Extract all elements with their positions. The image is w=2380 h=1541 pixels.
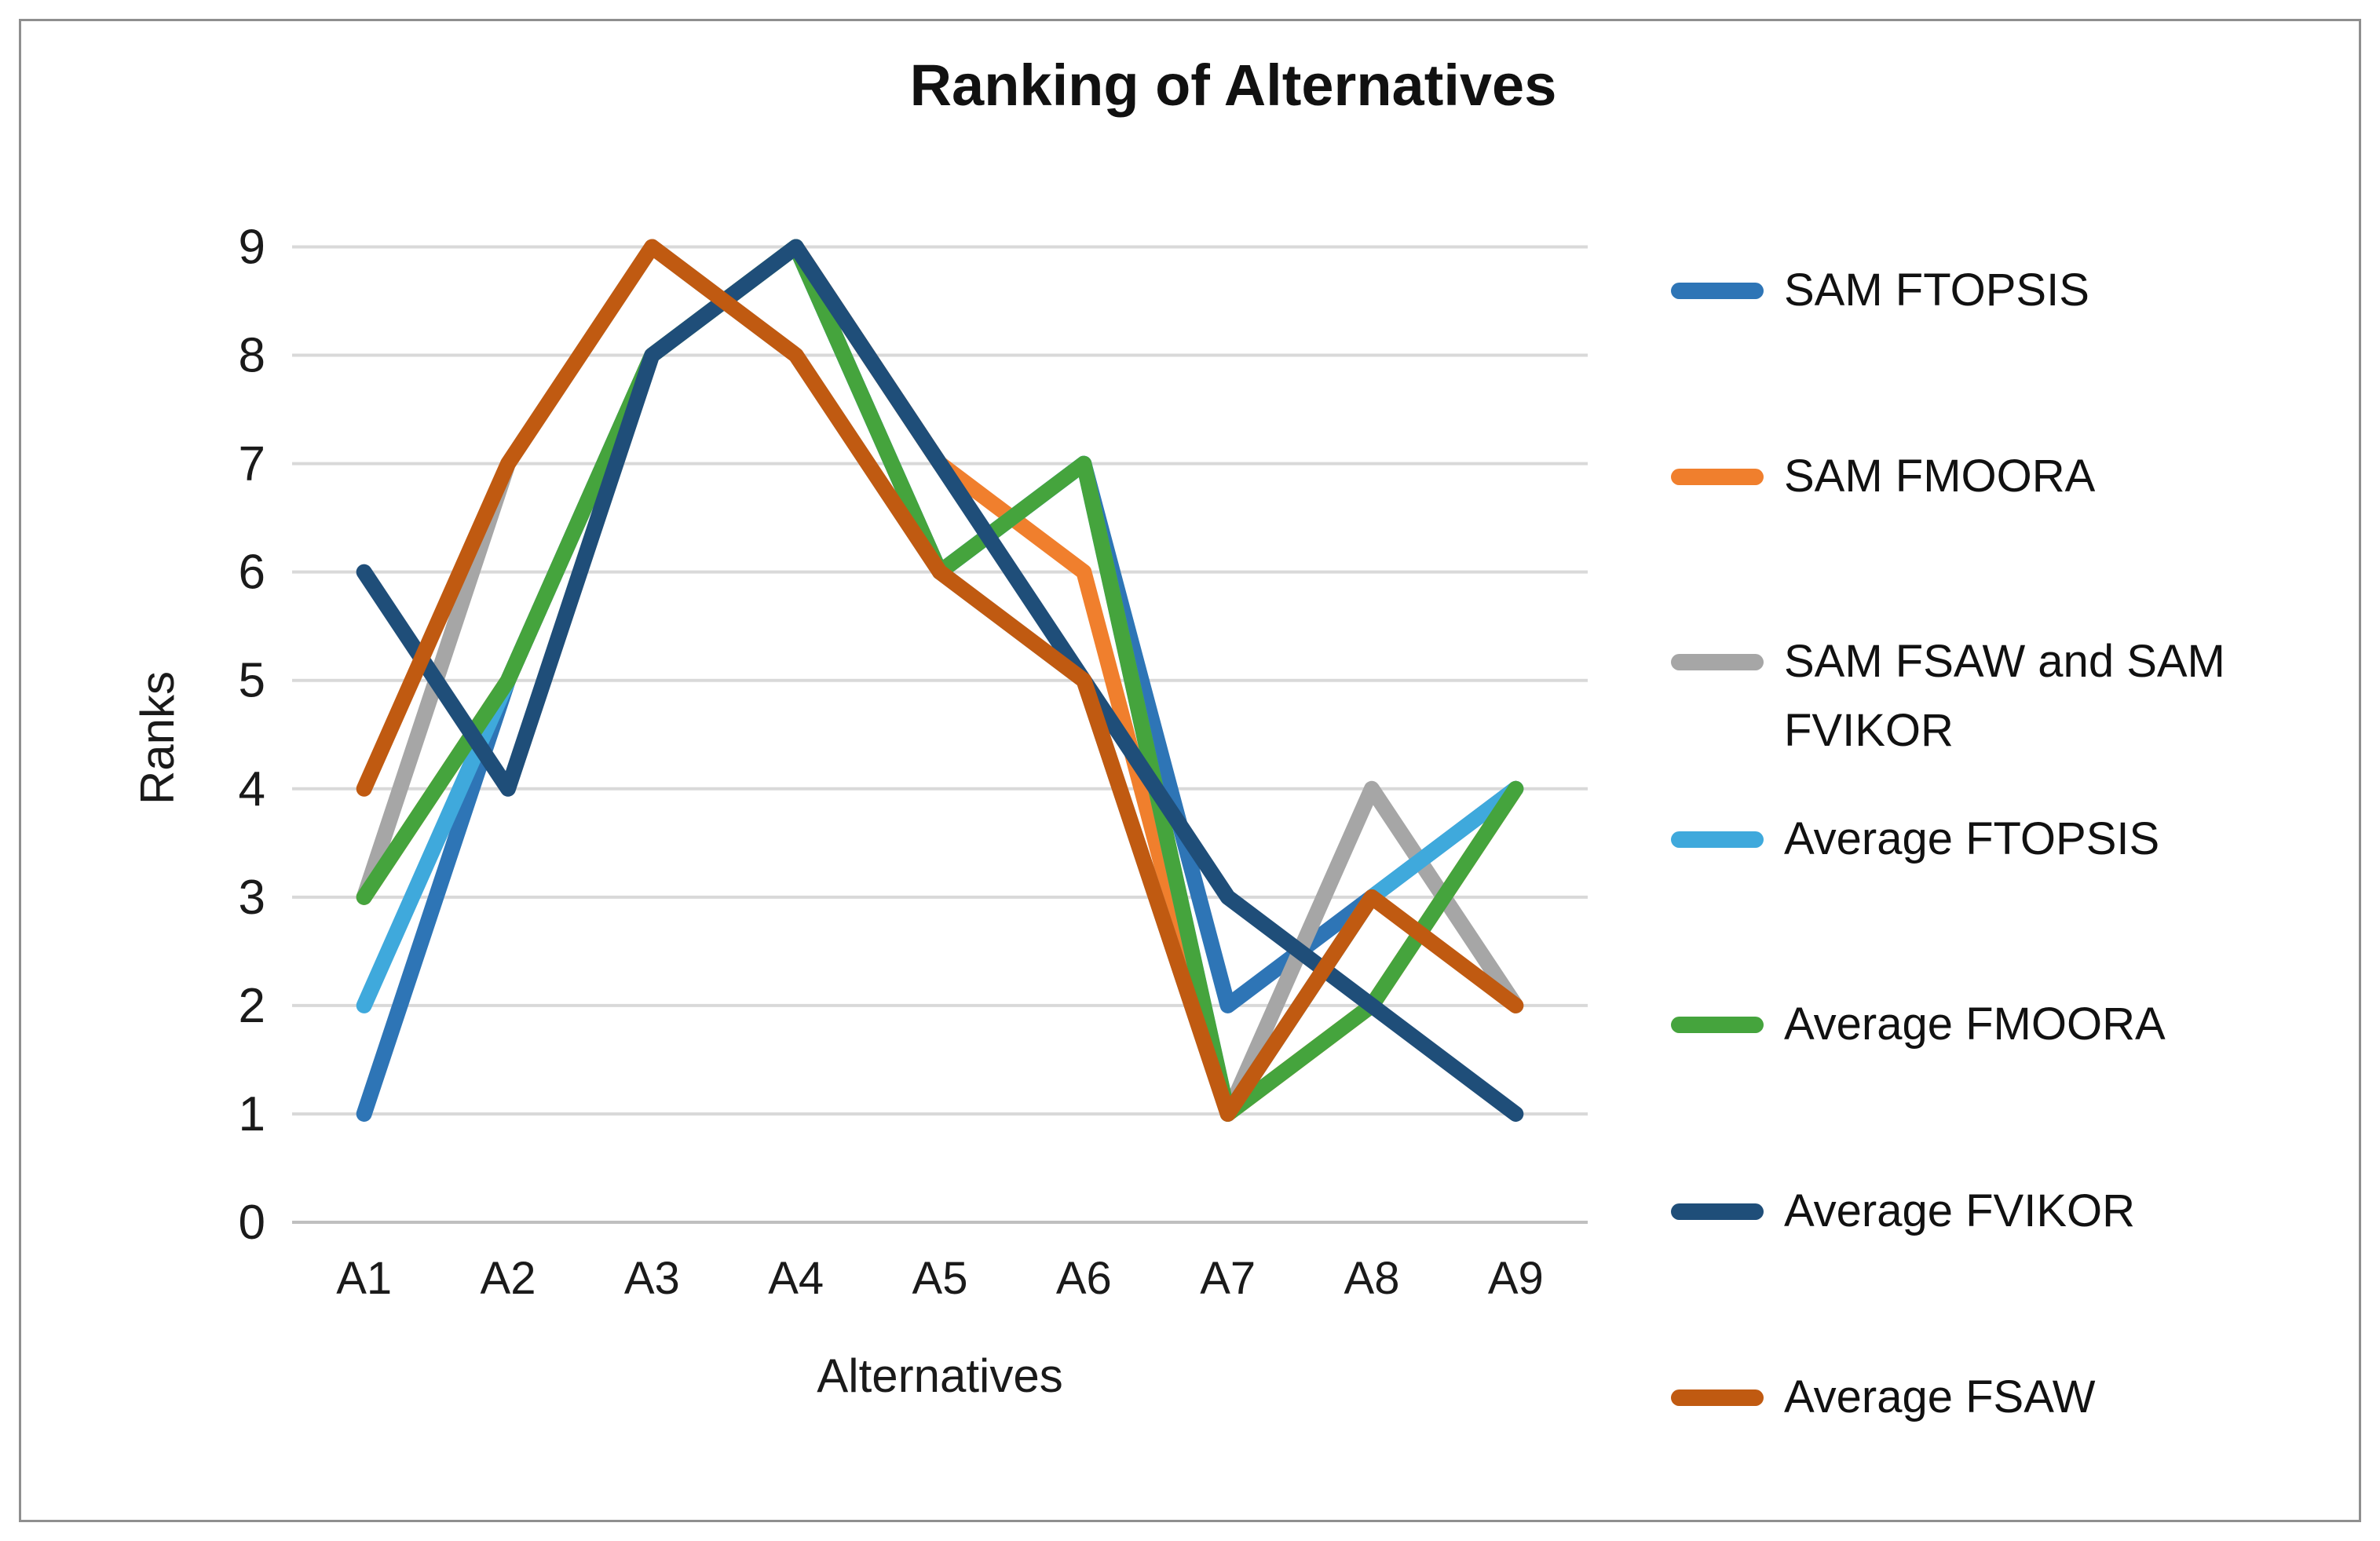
legend-label-average-fsaw: Average FSAW: [1784, 1371, 2096, 1422]
x-tick-label-a2: A2: [481, 1253, 536, 1304]
legend-swatch-average-fvikor: [1671, 1203, 1764, 1220]
legend-swatch-average-fmoora: [1671, 1017, 1764, 1033]
x-tick-label-a4: A4: [768, 1253, 824, 1304]
legend-label-sam-fsaw-and-sam-fvikor: SAM FSAW and SAM FVIKOR: [1784, 636, 2225, 757]
y-tick-label-3: 3: [239, 871, 265, 925]
legend-item-sam-fsaw-and-sam-fvikor: SAM FSAW and SAM FVIKOR: [1671, 627, 2318, 765]
legend-swatch-sam-fmoora: [1671, 469, 1764, 485]
y-tick-label-9: 9: [239, 221, 265, 275]
legend-label-average-fvikor: Average FVIKOR: [1784, 1185, 2136, 1236]
legend-swatch-average-fsaw: [1671, 1389, 1764, 1406]
legend-label-average-ftopsis: Average FTOPSIS: [1784, 813, 2160, 864]
x-tick-label-a7: A7: [1200, 1253, 1256, 1304]
y-tick-label-2: 2: [239, 979, 265, 1033]
x-tick-label-a5: A5: [912, 1253, 968, 1304]
legend-label-sam-ftopsis: SAM FTOPSIS: [1784, 265, 2089, 316]
x-tick-label-a3: A3: [624, 1253, 680, 1304]
legend-label-average-fmoora: Average FMOORA: [1784, 999, 2166, 1050]
chart-title: Ranking of Alternatives: [909, 53, 1557, 118]
legend-label-sam-fmoora: SAM FMOORA: [1784, 451, 2096, 502]
legend-item-average-ftopsis: Average FTOPSIS: [1671, 805, 2159, 874]
legend-item-average-fsaw: Average FSAW: [1671, 1363, 2095, 1432]
y-tick-label-1: 1: [239, 1087, 265, 1141]
legend-swatch-average-ftopsis: [1671, 831, 1764, 848]
figure-border: [19, 19, 2361, 1522]
y-tick-label-5: 5: [239, 654, 265, 708]
legend-swatch-sam-fsaw-and-sam-fvikor: [1671, 654, 1764, 670]
y-tick-label-8: 8: [239, 329, 265, 383]
legend-item-average-fmoora: Average FMOORA: [1671, 990, 2166, 1059]
legend-item-sam-fmoora: SAM FMOORA: [1671, 442, 2095, 511]
y-tick-label-0: 0: [239, 1196, 265, 1250]
series-line-average-fsaw: [356, 239, 1524, 1122]
y-tick-label-7: 7: [239, 437, 265, 491]
y-tick-label-6: 6: [239, 546, 265, 600]
x-tick-label-a8: A8: [1344, 1253, 1400, 1304]
x-tick-label-a9: A9: [1488, 1253, 1544, 1304]
legend-item-average-fvikor: Average FVIKOR: [1671, 1177, 2135, 1246]
legend-item-sam-ftopsis: SAM FTOPSIS: [1671, 256, 2089, 325]
x-tick-label-a6: A6: [1056, 1253, 1112, 1304]
legend-swatch-sam-ftopsis: [1671, 283, 1764, 299]
y-tick-label-4: 4: [239, 762, 265, 816]
x-tick-label-a1: A1: [336, 1253, 392, 1304]
x-axis-title: Alternatives: [817, 1349, 1063, 1402]
